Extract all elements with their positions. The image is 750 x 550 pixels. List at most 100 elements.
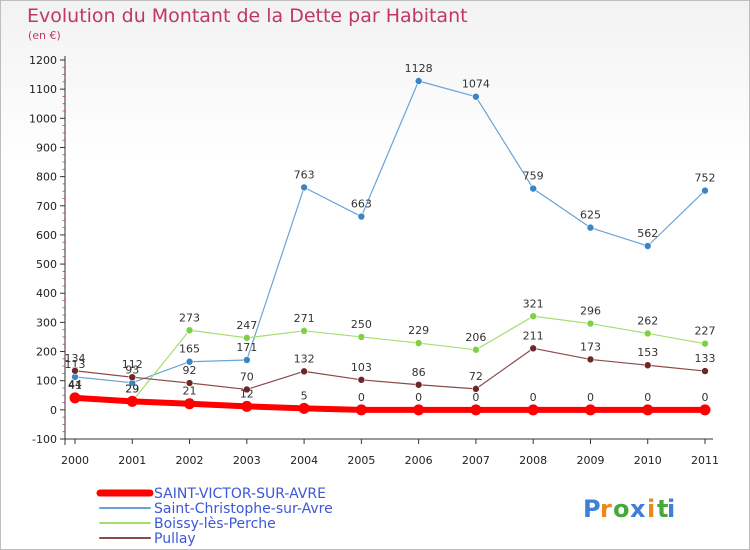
series-point [701, 367, 709, 375]
data-label: 21 [183, 385, 197, 398]
data-label: 273 [179, 311, 200, 324]
series-point [470, 404, 482, 416]
brand-letter: P [583, 495, 601, 523]
x-tick-label: 2007 [462, 454, 490, 467]
data-label: 5 [301, 389, 308, 402]
data-label: 0 [587, 391, 594, 404]
data-label: 132 [294, 352, 315, 365]
x-tick-label: 2006 [405, 454, 433, 467]
y-tick-label: 200 [36, 346, 57, 359]
y-tick-label: 900 [36, 141, 57, 154]
data-label: 70 [240, 370, 254, 383]
series-point [243, 356, 251, 364]
data-label: 86 [412, 366, 426, 379]
series-point [300, 183, 308, 192]
x-tick-label: 2003 [233, 454, 261, 467]
y-tick-label: 800 [36, 171, 57, 184]
data-label: 133 [695, 352, 716, 365]
chart-unit: (en €) [28, 29, 61, 42]
brand-letter: t [657, 495, 668, 523]
data-label: 0 [472, 391, 479, 404]
y-tick-label: 300 [36, 316, 57, 329]
series-point [185, 326, 194, 335]
data-label: 72 [469, 370, 483, 383]
data-label: 29 [125, 382, 139, 395]
data-label: 321 [523, 297, 544, 310]
series-point [185, 379, 194, 387]
series-line-3 [72, 394, 708, 413]
x-tick-label: 2008 [519, 454, 547, 467]
series-point [472, 92, 480, 101]
series-line-2 [74, 347, 706, 391]
series-point [584, 404, 596, 416]
data-label: 0 [702, 391, 709, 404]
data-label: 247 [236, 319, 257, 332]
brand-letter: r [600, 495, 612, 523]
x-tick-label: 2009 [576, 454, 604, 467]
series-point [298, 402, 310, 414]
y-tick-label: 0 [50, 404, 57, 417]
data-label: 250 [351, 318, 372, 331]
data-label: 165 [179, 343, 200, 356]
series-point [243, 334, 251, 342]
series-point [529, 312, 537, 321]
data-label: 171 [236, 341, 257, 354]
series-point [300, 367, 308, 376]
data-label: 752 [695, 172, 716, 185]
series-point [126, 395, 138, 407]
data-label: 134 [65, 352, 86, 365]
data-label: 206 [465, 331, 486, 344]
data-label: 153 [637, 346, 658, 359]
brand-letter: i [647, 495, 655, 523]
data-label: 0 [415, 391, 422, 404]
series-point [300, 327, 308, 335]
brand-letter: o [613, 495, 630, 523]
series-point [69, 392, 81, 404]
series-point [413, 404, 425, 416]
series-line-1 [74, 315, 706, 402]
x-tick-label: 2002 [176, 454, 204, 467]
legend-label: Pullay [154, 531, 196, 547]
data-label: 93 [125, 364, 139, 377]
series-point [529, 184, 537, 193]
y-tick-label: 1200 [29, 54, 57, 67]
data-label: 562 [637, 227, 658, 240]
series-point [586, 319, 595, 328]
x-tick-label: 2005 [347, 454, 375, 467]
series-point [699, 404, 711, 416]
series-point [414, 339, 423, 347]
data-label: 112 [122, 358, 143, 371]
legend-label: SAINT-VICTOR-SUR-AVRE [154, 486, 326, 502]
y-tick-label: 400 [36, 287, 57, 300]
y-tick-label: 600 [36, 229, 57, 242]
legend-label: Boissy-lès-Perche [154, 516, 276, 532]
data-label: 759 [523, 170, 544, 183]
chart-title: Evolution du Montant de la Dette par Hab… [27, 5, 468, 27]
data-label: 0 [644, 391, 651, 404]
series-line-0 [74, 80, 706, 384]
y-tick-label: 700 [36, 200, 57, 213]
x-tick-label: 2011 [691, 454, 719, 467]
data-label: 173 [580, 340, 601, 353]
series-point [643, 361, 652, 370]
legend-label: Saint-Christophe-sur-Avre [154, 501, 333, 517]
y-tick-label: 1100 [29, 83, 57, 96]
data-label: 29 [125, 382, 139, 395]
y-tick-label: 1000 [29, 112, 57, 125]
series-point [586, 355, 595, 364]
series-point [586, 223, 595, 232]
series-point [241, 400, 253, 412]
series-point [71, 366, 79, 375]
data-label: 271 [294, 312, 315, 325]
y-tick-label: 100 [36, 375, 57, 388]
series-point [414, 77, 423, 85]
series-point [701, 186, 709, 195]
data-label: 41 [68, 379, 82, 392]
series-point [642, 404, 654, 416]
data-label: 1074 [462, 78, 490, 91]
series-point [414, 380, 423, 389]
data-label: 296 [580, 305, 601, 318]
y-tick-label: -100 [32, 433, 57, 446]
